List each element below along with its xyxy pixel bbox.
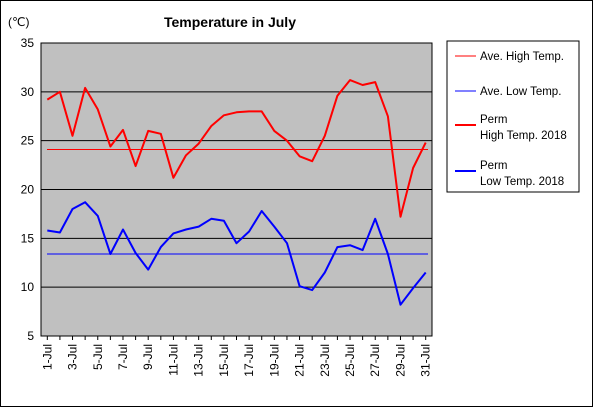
x-tick-label: 7-Jul <box>116 344 130 370</box>
y-tick-label: 25 <box>21 134 35 148</box>
unit-label: (℃) <box>8 15 29 29</box>
legend-box <box>446 40 580 193</box>
x-tick-label: 31-Jul <box>419 344 433 377</box>
x-tick-label: 15-Jul <box>217 344 231 377</box>
legend-label: Perm <box>480 160 507 172</box>
series-line-2 <box>46 79 427 218</box>
legend-label: Ave. High Temp. <box>480 51 564 63</box>
y-tick-label: 20 <box>21 183 35 197</box>
legend: Ave. High Temp. Ave. Low Temp. Perm High Te… <box>446 40 580 193</box>
x-tick-label: 11-Jul <box>166 344 180 376</box>
legend-label: Low Temp. 2018 <box>480 176 564 188</box>
x-tick-label: 17-Jul <box>242 344 256 377</box>
y-tick-label: 5 <box>27 329 34 343</box>
x-tick-label: 21-Jul <box>293 344 307 377</box>
x-tick-label: 5-Jul <box>91 344 105 370</box>
x-tick-label: 13-Jul <box>192 344 206 377</box>
series-line-3 <box>47 201 427 306</box>
x-tick-label: 1-Jul <box>40 344 54 370</box>
x-tick-label: 9-Jul <box>141 344 155 370</box>
legend-label: High Temp. 2018 <box>480 130 567 142</box>
x-tick-label: 23-Jul <box>318 344 332 377</box>
legend-label: Ave. Low Temp. <box>480 86 561 98</box>
x-tick-label: 19-Jul <box>267 344 281 377</box>
y-tick-label: 10 <box>21 280 35 294</box>
x-tick-label: 25-Jul <box>343 344 357 377</box>
y-tick-label: 15 <box>21 231 35 245</box>
x-tick-label: 29-Jul <box>393 344 407 377</box>
legend-label: Perm <box>480 114 507 126</box>
y-tick-label: 30 <box>21 85 35 99</box>
x-tick-label: 3-Jul <box>66 344 80 370</box>
plot-area: 5 10 15 20 25 30 35 1-Jul 3-Jul 5-Jul 7-Jul 9-Jul 11… <box>21 36 433 377</box>
chart-title: Temperature in July <box>164 14 296 30</box>
x-tick-label: 27-Jul <box>368 344 382 377</box>
y-tick-label: 35 <box>21 36 35 50</box>
